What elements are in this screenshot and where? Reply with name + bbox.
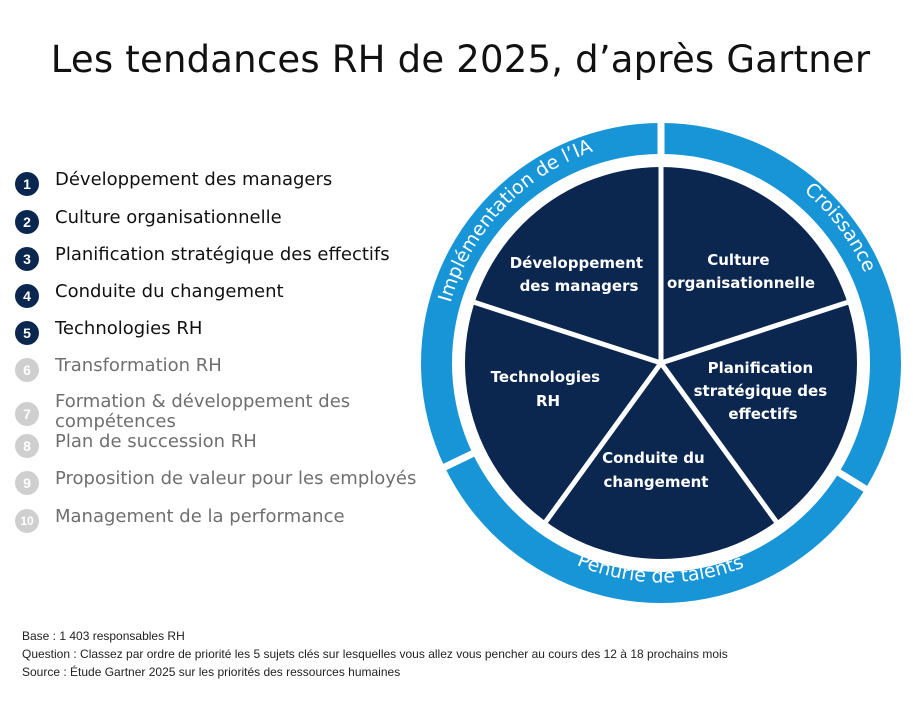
rank-badge: 9	[15, 471, 39, 495]
list-item-label: Conduite du changement	[55, 281, 284, 302]
segment-line: changement	[604, 473, 709, 491]
rank-badge: 5	[15, 321, 39, 345]
list-item: 4 Conduite du changement	[15, 282, 284, 308]
rank-badge: 8	[15, 434, 39, 458]
list-item: 2 Culture organisationnelle	[15, 208, 282, 234]
list-item-label: Planification stratégique des effectifs	[55, 244, 390, 265]
list-item-label: Formation & développement des compétence…	[55, 391, 351, 432]
segment-line: Développement	[510, 254, 643, 272]
footnote-question: Question : Classez par ordre de priorité…	[22, 647, 728, 661]
list-item-label: Technologies RH	[55, 318, 203, 339]
rank-badge: 2	[15, 210, 39, 234]
list-item: 10 Management de la performance	[15, 507, 345, 533]
segment-label-culture: Culture organisationnelle	[667, 251, 815, 292]
segment-label-planning: Planification stratégique des effectifs	[694, 359, 833, 423]
segment-line: Planification	[708, 359, 814, 377]
footnotes: Base : 1 403 responsables RH Question : …	[22, 627, 728, 681]
rank-badge: 3	[15, 247, 39, 271]
pie-spokes	[473, 167, 849, 524]
list-item: 6 Transformation RH	[15, 356, 222, 382]
segment-line: Technologies	[491, 368, 600, 386]
list-item: 7 Formation & développement des compéten…	[15, 392, 350, 432]
list-item-label: Proposition de valeur pour les employés	[55, 468, 417, 489]
segment-line: stratégique des	[694, 382, 828, 400]
rank-badge: 1	[15, 172, 39, 196]
list-item-label: Management de la performance	[55, 506, 345, 527]
list-item: 5 Technologies RH	[15, 319, 202, 345]
rank-badge: 4	[15, 284, 39, 308]
list-item: 3 Planification stratégique des effectif…	[15, 245, 390, 271]
list-item-label: Développement des managers	[55, 169, 333, 190]
footnote-base: Base : 1 403 responsables RH	[22, 629, 185, 643]
segment-label-managers: Développement des managers	[510, 254, 649, 295]
list-item-label: Transformation RH	[55, 355, 222, 376]
segment-line: organisationnelle	[667, 274, 815, 292]
footnote-source: Source : Étude Gartner 2025 sur les prio…	[22, 665, 401, 679]
list-item: 1 Développement des managers	[15, 170, 332, 196]
segment-label-tech: Technologies RH	[491, 368, 606, 410]
list-item: 8 Plan de succession RH	[15, 432, 257, 458]
rank-badge: 7	[15, 402, 39, 426]
list-item-label: Culture organisationnelle	[55, 207, 282, 228]
rank-badge: 6	[15, 358, 39, 382]
segment-line: RH	[536, 392, 560, 410]
segment-label-change: Conduite du changement	[602, 449, 710, 491]
segment-line: Conduite du	[602, 449, 705, 467]
list-item: 9 Proposition de valeur pour les employé…	[15, 469, 416, 495]
rank-badge: 10	[15, 509, 39, 533]
page-title: Les tendances RH de 2025, d’après Gartne…	[50, 38, 871, 81]
list-item-label: Plan de succession RH	[55, 431, 257, 452]
segment-line: Culture	[707, 251, 769, 269]
segment-line: effectifs	[728, 405, 797, 423]
segment-line: des managers	[520, 277, 639, 295]
